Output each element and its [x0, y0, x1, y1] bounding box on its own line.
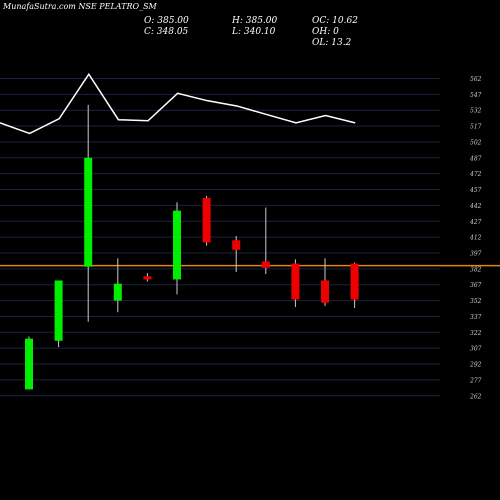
y-tick-label: 427 — [469, 219, 482, 226]
y-tick-label: 337 — [470, 314, 482, 321]
line-path — [0, 72, 356, 135]
candle-body-down — [291, 263, 300, 300]
y-tick-label: 412 — [469, 235, 482, 242]
candle-body-down — [232, 240, 241, 250]
grid — [0, 77, 440, 397]
y-tick-label: 322 — [470, 330, 482, 337]
y-tick-label: 442 — [469, 203, 482, 210]
y-tick-label: 472 — [469, 171, 482, 178]
y-tick-label: 517 — [470, 124, 482, 131]
y-tick-label: 397 — [470, 250, 482, 257]
y-tick-label: 487 — [469, 155, 482, 162]
candle-body-down — [350, 263, 359, 300]
y-tick-label: 367 — [470, 282, 482, 289]
y-tick-label: 352 — [470, 298, 482, 305]
y-tick-label: 502 — [470, 139, 482, 146]
y-tick-label: 562 — [470, 76, 482, 83]
y-tick-label: 292 — [469, 362, 482, 369]
line-series — [0, 72, 356, 135]
candle-body-down — [143, 276, 152, 280]
candle-body-down — [321, 280, 329, 303]
candles — [25, 104, 359, 390]
y-tick-label: 277 — [469, 377, 482, 384]
open-value: O: 385.00 — [144, 16, 189, 26]
low-value: L: 340.10 — [232, 27, 276, 37]
close-value: C: 348.05 — [144, 27, 189, 37]
y-axis: 562 547 532 517 502 487 472 457 442 427 412 397 382 3… — [469, 76, 482, 400]
candle-body-down — [202, 197, 211, 243]
oc-value: OC: 10.62 — [312, 16, 358, 26]
y-tick-label: 382 — [470, 266, 482, 273]
y-tick-label: 307 — [470, 346, 482, 353]
chart-symbol: MunafaSutra.com NSE PELATRO_SM — [3, 2, 157, 11]
oh-value: OH: 0 — [312, 27, 339, 37]
candle-body-up — [84, 157, 93, 267]
y-tick-label: 262 — [469, 393, 482, 400]
candle-body-up — [25, 338, 33, 390]
candle-body-down — [261, 261, 270, 268]
ol-value: OL: 13.2 — [312, 38, 352, 48]
high-value: H: 385.00 — [232, 16, 278, 26]
y-tick-label: 457 — [469, 187, 482, 194]
candle-body-up — [54, 280, 63, 341]
candle-body-up — [173, 210, 181, 280]
candle-body-up — [113, 283, 122, 301]
y-tick-label: 532 — [470, 108, 482, 115]
y-tick-label: 547 — [470, 92, 482, 99]
